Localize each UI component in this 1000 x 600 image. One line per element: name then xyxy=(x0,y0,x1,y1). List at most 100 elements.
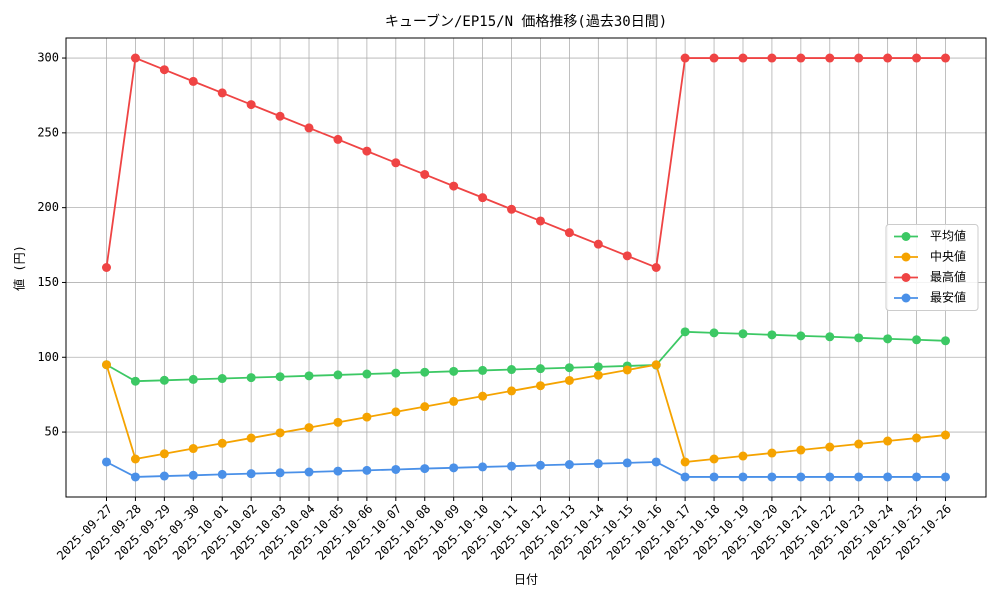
data-point xyxy=(593,459,603,469)
data-point xyxy=(535,460,545,470)
data-point xyxy=(912,53,922,63)
y-tick-label: 50 xyxy=(45,425,59,439)
data-point xyxy=(478,462,488,472)
data-point xyxy=(680,457,690,467)
data-point xyxy=(246,469,256,479)
data-point xyxy=(333,466,343,476)
data-point xyxy=(680,53,690,63)
data-point xyxy=(622,365,632,375)
data-point xyxy=(333,370,343,380)
data-point xyxy=(391,158,401,168)
data-point xyxy=(535,216,545,226)
data-point xyxy=(246,373,256,383)
data-point xyxy=(246,433,256,443)
data-point xyxy=(912,335,922,345)
data-point xyxy=(535,381,545,391)
legend-label: 平均値 xyxy=(930,228,966,243)
data-point xyxy=(564,363,574,373)
data-point xyxy=(246,100,256,110)
legend-label: 最高値 xyxy=(930,269,966,284)
data-point xyxy=(651,360,661,370)
data-point xyxy=(709,328,719,338)
data-point xyxy=(767,472,777,482)
data-point xyxy=(564,375,574,385)
data-point xyxy=(391,407,401,417)
data-point xyxy=(391,464,401,474)
data-point xyxy=(130,376,140,386)
data-point xyxy=(796,331,806,341)
data-point xyxy=(738,53,748,63)
legend-marker xyxy=(901,252,911,262)
data-point xyxy=(391,368,401,378)
data-point xyxy=(420,464,430,474)
data-point xyxy=(275,468,285,478)
data-point xyxy=(102,360,111,370)
data-point xyxy=(362,412,372,422)
legend-label: 中央値 xyxy=(930,249,966,264)
legend-box xyxy=(885,224,979,311)
data-point xyxy=(796,53,806,63)
data-point xyxy=(275,372,285,382)
x-axis-label: 日付 xyxy=(514,573,538,587)
data-point xyxy=(680,472,690,482)
data-point xyxy=(883,334,893,344)
data-point xyxy=(188,444,198,454)
data-point xyxy=(188,76,198,86)
data-point xyxy=(738,329,748,339)
data-point xyxy=(564,228,574,238)
plot-frame xyxy=(65,37,987,498)
data-point xyxy=(535,364,545,374)
y-tick-label: 250 xyxy=(37,125,59,139)
data-point xyxy=(738,451,748,461)
data-point xyxy=(507,386,517,396)
series-line xyxy=(105,56,946,269)
data-point xyxy=(333,134,343,144)
data-point xyxy=(102,263,111,272)
data-point xyxy=(275,111,285,121)
data-point xyxy=(507,204,517,214)
data-point xyxy=(420,367,430,377)
series-line xyxy=(106,461,946,478)
data-point xyxy=(709,472,719,482)
data-point xyxy=(449,396,459,406)
data-point xyxy=(304,123,314,133)
data-point xyxy=(362,369,372,379)
data-point xyxy=(304,423,314,433)
data-point xyxy=(478,391,488,401)
data-point xyxy=(275,428,285,438)
series-line xyxy=(105,363,946,463)
data-point xyxy=(478,193,488,203)
data-point xyxy=(912,433,922,443)
data-point xyxy=(622,251,632,261)
data-point xyxy=(651,457,661,467)
data-point xyxy=(709,53,719,63)
data-point xyxy=(941,472,950,482)
legend-label: 最安値 xyxy=(930,290,966,305)
data-point xyxy=(593,370,603,380)
data-point xyxy=(217,438,227,448)
data-point xyxy=(304,371,314,381)
data-point xyxy=(449,366,459,376)
data-point xyxy=(912,472,922,482)
data-point xyxy=(680,327,690,337)
data-point xyxy=(593,362,603,372)
data-point xyxy=(796,472,806,482)
data-point xyxy=(507,365,517,375)
data-point xyxy=(796,445,806,455)
data-point xyxy=(217,88,227,98)
data-point xyxy=(217,374,227,384)
data-point xyxy=(159,449,169,459)
data-point xyxy=(767,53,777,63)
data-point xyxy=(478,365,488,375)
data-point xyxy=(738,472,748,482)
y-tick-label: 300 xyxy=(37,51,59,65)
data-point xyxy=(883,472,893,482)
data-point xyxy=(564,460,574,470)
data-point xyxy=(130,472,140,482)
data-point xyxy=(622,458,632,468)
chart-title: キューブン/EP15/N 価格推移(過去30日間) xyxy=(385,13,667,30)
data-point xyxy=(449,181,459,191)
data-point xyxy=(825,53,835,63)
